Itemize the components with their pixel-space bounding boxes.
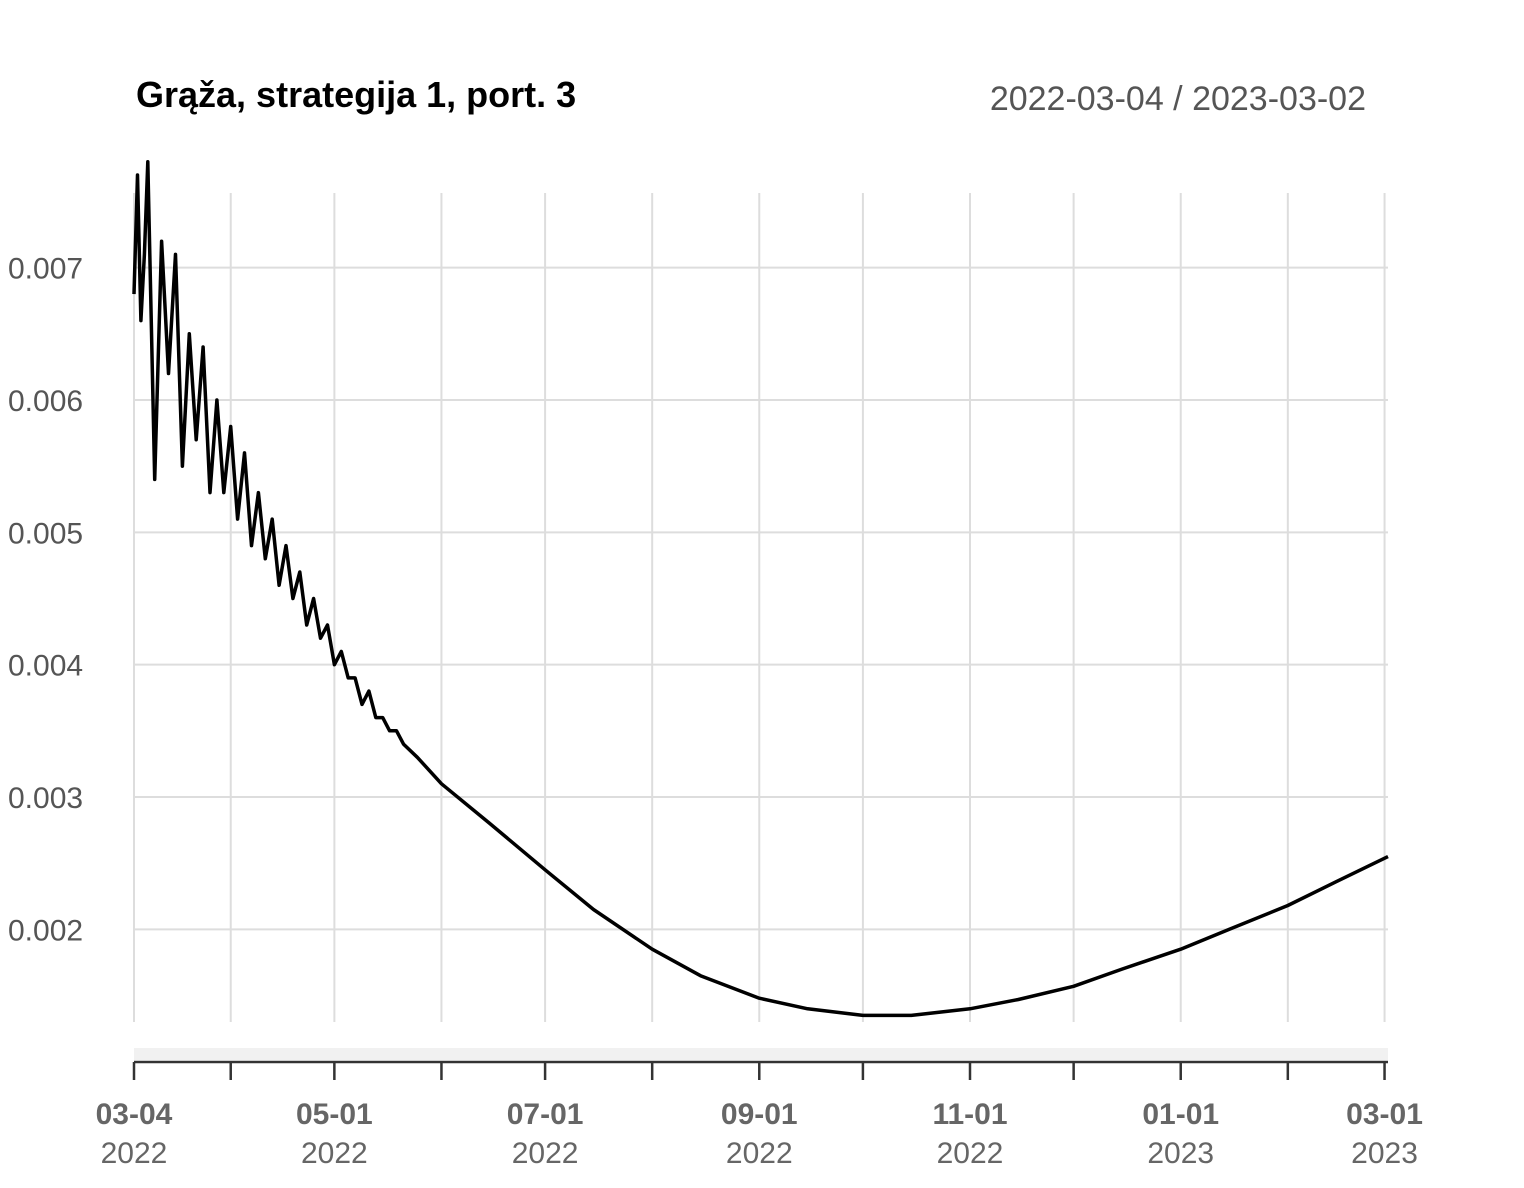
chart-title: Grąža, strategija 1, port. 3 [136,74,577,115]
x-tick-label-date: 09-01 [721,1098,798,1131]
x-tick-label-year: 2022 [937,1137,1004,1170]
x-axis-tick-labels: 03-04 2022 05-01 2022 07-01 2022 09-01 2022 11-0… [96,1098,1423,1170]
x-tick-label-year: 2023 [1351,1137,1418,1170]
x-tick-label-year: 2022 [301,1137,368,1170]
series-group [132,160,1389,1018]
x-tick-label-year: 2022 [512,1137,579,1170]
x-tick-label-date: 05-01 [296,1098,373,1131]
x-tick-label-year: 2022 [726,1137,793,1170]
y-tick-label: 0.002 [8,914,83,947]
x-tick-label-date: 07-01 [507,1098,584,1131]
y-tick-label: 0.003 [8,782,83,815]
y-axis-tick-labels: 0.002 0.003 0.004 0.005 0.006 0.007 [8,253,83,948]
series-line [132,160,1389,1018]
x-tick-label-date: 03-04 [96,1098,173,1131]
y-gridlines [134,266,1388,931]
x-tick-label-year: 2022 [101,1137,168,1170]
date-range-label: 2022-03-04 / 2023-03-02 [989,80,1366,118]
x-axis [132,1048,1388,1080]
x-tick-label-date: 11-01 [932,1098,1007,1131]
x-tick-label-date: 01-01 [1142,1098,1219,1131]
y-tick-label: 0.004 [8,650,83,683]
x-tick-label-year: 2023 [1147,1137,1214,1170]
y-tick-label: 0.005 [8,517,83,550]
x-axis-band [134,1048,1388,1060]
x-tick-label-date: 03-01 [1346,1098,1423,1131]
y-tick-label: 0.007 [8,253,83,286]
x-gridlines [133,193,1386,1022]
y-tick-label: 0.006 [8,385,83,418]
